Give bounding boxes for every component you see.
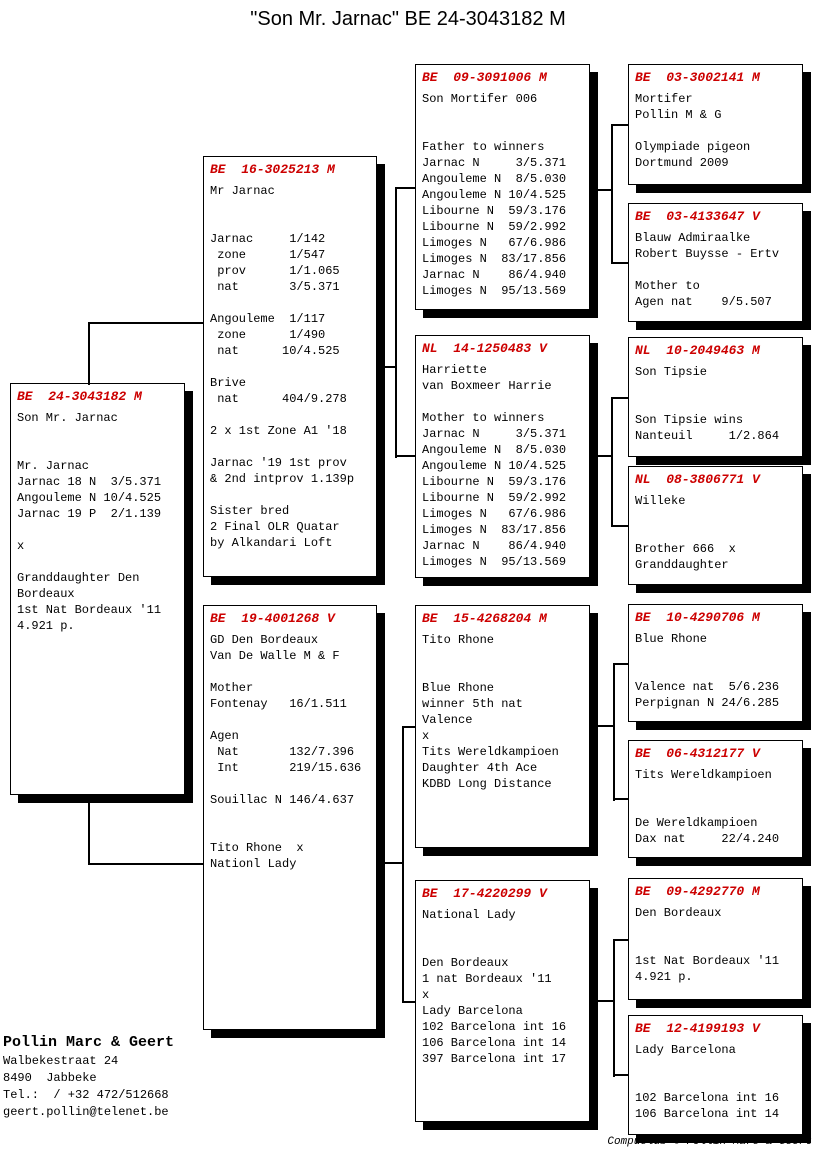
ring-number: NL 08-3806771 V xyxy=(635,472,760,487)
pedigree-details: Tits Wereldkampioen De Wereldkampioen Da… xyxy=(635,768,780,846)
connector-line xyxy=(590,1000,614,1002)
pedigree-details: Tito Rhone Blue Rhone winner 5th nat Val… xyxy=(422,633,559,791)
connector-line xyxy=(377,862,403,864)
connector-line xyxy=(396,455,415,457)
pedigree-details: Son Mortifer 006 Father to winners Jarna… xyxy=(422,92,567,298)
pedigree-box-dam: BE 19-4001268 V GD Den Bordeaux Van De W… xyxy=(203,605,377,1030)
connector-line xyxy=(590,725,614,727)
ring-number: BE 03-4133647 V xyxy=(635,209,760,224)
connector-line xyxy=(614,1074,628,1076)
ring-number: BE 12-4199193 V xyxy=(635,1021,760,1036)
pedigree-details: National Lady Den Bordeaux 1 nat Bordeau… xyxy=(422,908,567,1066)
connector-line xyxy=(613,663,615,801)
pedigree-box-sire-dam-sire: NL 10-2049463 M Son Tipsie Son Tipsie wi… xyxy=(628,337,803,457)
pedigree-box-sire-dam: NL 14-1250483 V Harriette van Boxmeer Ha… xyxy=(415,335,590,578)
ring-number: BE 09-3091006 M xyxy=(422,70,547,85)
pedigree-box-dam-sire: BE 15-4268204 M Tito Rhone Blue Rhone wi… xyxy=(415,605,590,848)
connector-line xyxy=(611,397,613,527)
page-title: "Son Mr. Jarnac" BE 24-3043182 M xyxy=(250,8,566,30)
pedigree-details: Den Bordeaux 1st Nat Bordeaux '11 4.921 … xyxy=(635,906,780,984)
pedigree-box-sire-sire-sire: BE 03-3002141 M Mortifer Pollin M & G Ol… xyxy=(628,64,803,185)
ring-number: NL 10-2049463 M xyxy=(635,343,760,358)
connector-line xyxy=(88,322,90,385)
pedigree-box-subject: BE 24-3043182 M Son Mr. Jarnac Mr. Jarna… xyxy=(10,383,185,795)
connector-line xyxy=(377,366,396,368)
pedigree-box-dam-dam: BE 17-4220299 V National Lady Den Bordea… xyxy=(415,880,590,1122)
ring-number: BE 24-3043182 M xyxy=(17,389,142,404)
pedigree-details: Son Mr. Jarnac Mr. Jarnac Jarnac 18 N 3/… xyxy=(17,411,162,633)
pedigree-box-dam-dam-dam: BE 12-4199193 V Lady Barcelona 102 Barce… xyxy=(628,1015,803,1135)
pedigree-details: Son Tipsie Son Tipsie wins Nanteuil 1/2.… xyxy=(635,365,780,443)
pedigree-box-sire: BE 16-3025213 M Mr Jarnac Jarnac 1/142 z… xyxy=(203,156,377,577)
pedigree-details: Lady Barcelona 102 Barcelona int 16 106 … xyxy=(635,1043,780,1121)
connector-line xyxy=(613,939,615,1077)
connector-line xyxy=(614,939,628,941)
ring-number: NL 14-1250483 V xyxy=(422,341,547,356)
connector-line xyxy=(590,455,612,457)
pedigree-box-dam-sire-sire: BE 10-4290706 M Blue Rhone Valence nat 5… xyxy=(628,604,803,722)
connector-line xyxy=(403,726,415,728)
pedigree-box-sire-dam-dam: NL 08-3806771 V Willeke Brother 666 x Gr… xyxy=(628,466,803,585)
connector-line xyxy=(396,187,415,189)
connector-line xyxy=(612,397,628,399)
pedigree-details: Mr Jarnac Jarnac 1/142 zone 1/547 prov 1… xyxy=(210,184,355,550)
pedigree-details: Willeke Brother 666 x Granddaughter xyxy=(635,494,736,572)
connector-line xyxy=(395,187,397,458)
ring-number: BE 03-3002141 M xyxy=(635,70,760,85)
ring-number: BE 09-4292770 M xyxy=(635,884,760,899)
ring-number: BE 15-4268204 M xyxy=(422,611,547,626)
ring-number: BE 19-4001268 V xyxy=(210,611,335,626)
loft-name: Pollin Marc & Geert xyxy=(3,1034,175,1051)
connector-line xyxy=(88,322,204,324)
connector-line xyxy=(612,525,628,527)
pedigree-box-sire-sire-dam: BE 03-4133647 V Blauw Admiraalke Robert … xyxy=(628,203,803,322)
connector-line xyxy=(590,189,612,191)
pedigree-details: GD Den Bordeaux Van De Walle M & F Mothe… xyxy=(210,633,362,871)
pedigree-details: Blauw Admiraalke Robert Buysse - Ertv Mo… xyxy=(635,231,780,309)
connector-line xyxy=(403,1001,415,1003)
connector-line xyxy=(614,663,628,665)
pedigree-details: Harriette van Boxmeer Harrie Mother to w… xyxy=(422,363,567,569)
pedigree-details: Mortifer Pollin M & G Olympiade pigeon D… xyxy=(635,92,751,170)
loft-info: Pollin Marc & Geert Walbekestraat 24 849… xyxy=(3,1033,174,1121)
connector-line xyxy=(614,798,628,800)
ring-number: BE 16-3025213 M xyxy=(210,162,335,177)
connector-line xyxy=(612,124,628,126)
pedigree-box-dam-sire-dam: BE 06-4312177 V Tits Wereldkampioen De W… xyxy=(628,740,803,858)
connector-line xyxy=(88,795,90,865)
loft-address: Walbekestraat 24 8490 Jabbeke Tel.: / +3… xyxy=(3,1054,169,1119)
connector-line xyxy=(402,726,404,1003)
pedigree-box-dam-dam-sire: BE 09-4292770 M Den Bordeaux 1st Nat Bor… xyxy=(628,878,803,1000)
connector-line xyxy=(612,262,628,264)
connector-line xyxy=(88,863,204,865)
ring-number: BE 06-4312177 V xyxy=(635,746,760,761)
software-credit: Compuclub © Pollin Marc & Geert xyxy=(607,1136,812,1148)
ring-number: BE 10-4290706 M xyxy=(635,610,760,625)
ring-number: BE 17-4220299 V xyxy=(422,886,547,901)
pedigree-details: Blue Rhone Valence nat 5/6.236 Perpignan… xyxy=(635,632,780,710)
connector-line xyxy=(611,124,613,264)
pedigree-box-sire-sire: BE 09-3091006 M Son Mortifer 006 Father … xyxy=(415,64,590,310)
